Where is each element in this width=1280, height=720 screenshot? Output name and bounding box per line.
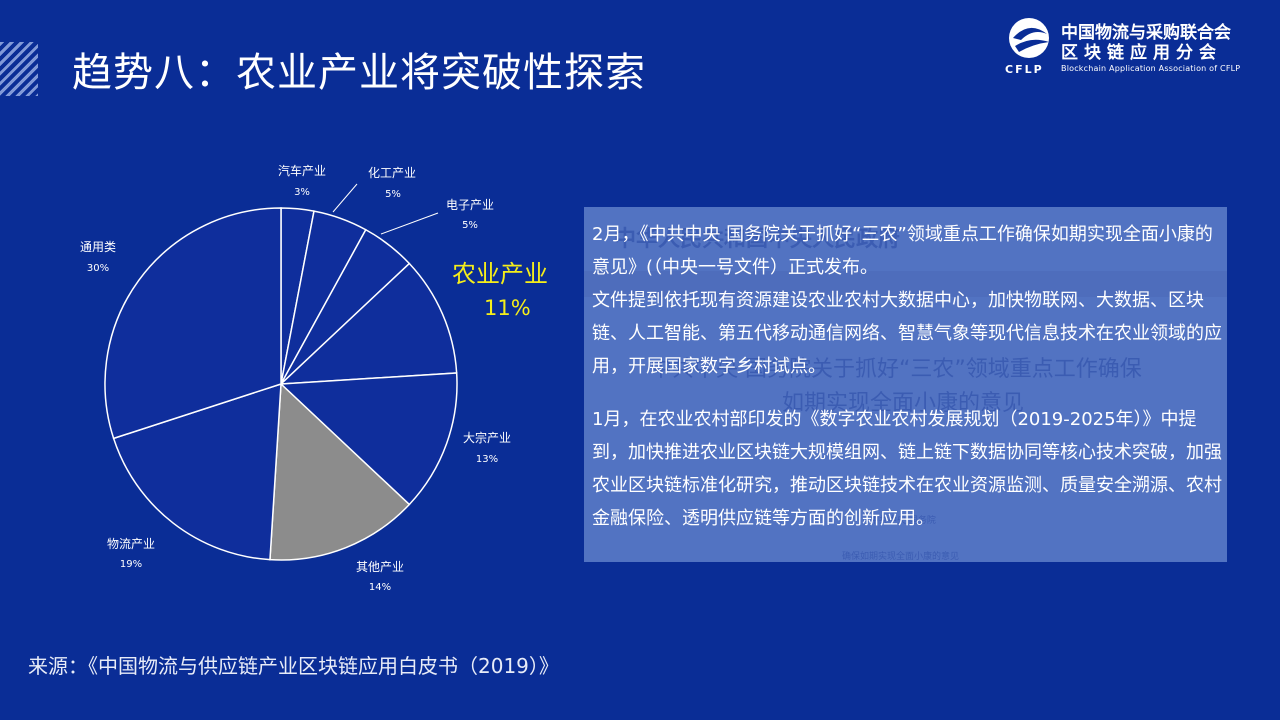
pie-percent-label: 3% [294, 187, 310, 198]
policy-text: 2月，《中共中央 国务院关于抓好“三农”领域重点工作确保如期实现全面小康的意见》… [592, 218, 1222, 535]
pie-category-label: 物流产业 [107, 537, 155, 551]
pie-percent-label: 19% [120, 559, 142, 570]
logo-line-1: 中国物流与采购联合会 [1061, 23, 1231, 43]
industry-pie-chart: 汽车产业 3% 化工产业 5% 电子产业 5% 大宗产业 13% 其他产业 14% 物流产业 19% 通… [80, 163, 511, 593]
pie-percent-label: 30% [87, 263, 109, 274]
globe-icon [1009, 18, 1049, 58]
logo-line-3: Blockchain Application Association of CF… [1061, 64, 1241, 73]
logo-line-2: 区块链应用分会 [1061, 43, 1222, 63]
policy-paragraph-2: 文件提到依托现有资源建设农业农村大数据中心，加快物联网、大数据、区块链、人工智能… [592, 290, 1222, 377]
policy-text-panel: 中华人民共和国中央人民政府 中共中央 国务院关于抓好“三农”领域重点工作确保 如… [584, 207, 1227, 562]
pie-leader-line [332, 183, 358, 213]
background-watermark-line: 中共中央 国务院关于抓好“三农”领域重点工作确保 [650, 357, 1142, 382]
policy-paragraph-3: 1月，在农业农村部印发的《数字农业农村发展规划（2019-2025年）》中提到，… [592, 409, 1222, 529]
pie-slice [269, 382, 411, 561]
pie-percent-label: 5% [462, 220, 478, 231]
background-watermark-line: 如期实现全面小康的意见 [782, 391, 1025, 416]
pie-slice [104, 207, 282, 440]
pie-category-label: 大宗产业 [463, 430, 511, 445]
pie-category-label: 电子产业 [446, 198, 494, 212]
source-citation: 来源：《中国物流与供应链产业区块链应用白皮书（2019）》 [28, 654, 559, 678]
cflp-logo: CFLP 中国物流与采购联合会 区块链应用分会 Blockchain Appli… [1003, 16, 1273, 78]
highlight-percent: 11% [484, 296, 531, 320]
pie-leader-line [380, 212, 439, 235]
policy-paragraph-1: 2月，《中共中央 国务院关于抓好“三农”领域重点工作确保如期实现全面小康的意见》… [592, 224, 1213, 278]
pie-category-label: 汽车产业 [278, 163, 326, 178]
background-watermark-nav [584, 271, 1227, 297]
pie-slice [279, 372, 458, 506]
pie-percent-label: 14% [369, 582, 391, 593]
logo-abbr: CFLP [1005, 63, 1044, 76]
background-watermark-small: 中共中央 国务院 [870, 516, 936, 526]
slide-title: 趋势八：农业产业将突破性探索 [72, 50, 646, 96]
pie-percent-label: 5% [385, 189, 401, 200]
pie-category-label: 通用类 [80, 240, 116, 254]
pie-category-label: 化工产业 [368, 166, 416, 180]
pie-category-label: 其他产业 [356, 560, 404, 574]
highlight-label: 农业产业 [452, 260, 548, 288]
pie-slice [278, 262, 458, 385]
background-watermark-small: 确保如期实现全面小康的意见 [842, 552, 960, 562]
background-watermark-title: 中华人民共和国中央人民政府 [614, 227, 901, 252]
decorative-stripes [0, 42, 38, 96]
pie-slice [112, 382, 282, 561]
pie-percent-label: 13% [476, 454, 498, 465]
